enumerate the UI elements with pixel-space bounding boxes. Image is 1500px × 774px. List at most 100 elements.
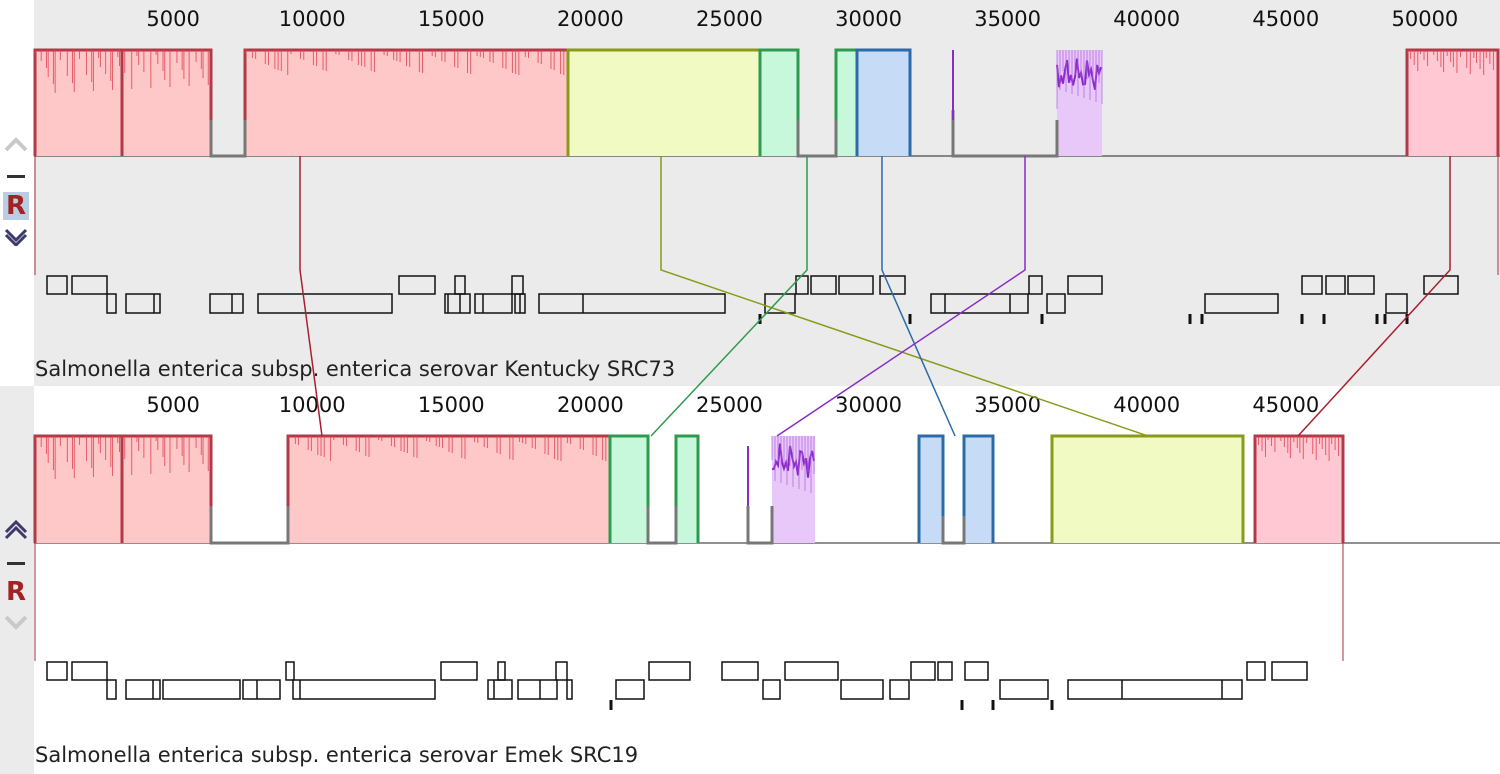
- gene-feature: [566, 679, 573, 700]
- axis-tick-label: 45000: [1252, 393, 1319, 417]
- gene-feature: [511, 275, 524, 295]
- lcb-similarity-profile: [855, 48, 912, 156]
- genome-panel-1: R 5000 10000 15000 20000 25000 30000 35000 4000…: [0, 0, 1500, 386]
- axis-tick-label: 35000: [974, 7, 1041, 31]
- gene-feature: [162, 679, 241, 700]
- gene-feature: [106, 679, 117, 700]
- gene-feature: [721, 661, 759, 681]
- genome-1-controls: R: [0, 0, 34, 386]
- gene-feature: [497, 661, 506, 681]
- gene-feature: [879, 275, 906, 295]
- gene-feature: [1271, 661, 1308, 681]
- gene-feature: [125, 679, 161, 700]
- gene-feature: [840, 679, 884, 700]
- lcb-similarity-profile: [1056, 58, 1102, 90]
- gene-feature: [1423, 275, 1459, 295]
- gene-feature: [1046, 293, 1066, 314]
- gene-feature: [838, 275, 874, 295]
- gene-feature: [1204, 293, 1279, 314]
- axis-tick-label: 20000: [557, 7, 624, 31]
- axis-tick-label: 30000: [835, 393, 902, 417]
- gene-feature: [1028, 275, 1043, 295]
- lcb-block: [568, 50, 760, 156]
- lcb-similarity-profile: [758, 48, 800, 156]
- gene-feature: [784, 661, 839, 681]
- gene-feature: [762, 679, 781, 700]
- unaligned-gap: [951, 110, 1059, 158]
- axis-tick-label: 40000: [1113, 393, 1180, 417]
- lcb-block: [919, 436, 943, 543]
- gene-feature: [937, 661, 953, 681]
- lcb-block: [676, 436, 698, 543]
- genome-panel-2: R 5000 10000 15000 20000 25000 30000 35000 4000…: [0, 386, 1500, 774]
- gene-feature: [285, 661, 295, 681]
- axis-tick-label: 25000: [696, 7, 763, 31]
- axis-tick-label: 10000: [279, 393, 346, 417]
- lcb-block: [857, 50, 910, 156]
- lcb-similarity-profile: [608, 434, 650, 543]
- lcb-block: [1057, 50, 1102, 156]
- gene-feature: [125, 293, 161, 314]
- unaligned-gap: [941, 516, 966, 545]
- gene-feature: [889, 679, 910, 700]
- gene-feature: [999, 679, 1049, 700]
- lcb-similarity-profile: [1405, 48, 1500, 156]
- axis-tick-label: 10000: [279, 7, 346, 31]
- gene-feature: [538, 293, 726, 314]
- gene-feature: [209, 293, 244, 314]
- gene-feature: [71, 661, 108, 681]
- gene-feature: [257, 293, 393, 314]
- gene-feature: [444, 293, 471, 314]
- axis-tick-label: 5000: [146, 7, 199, 31]
- gene-feature: [1301, 275, 1323, 295]
- unaligned-gap: [796, 120, 838, 158]
- gene-feature: [46, 275, 68, 295]
- gene-feature: [795, 275, 809, 295]
- reference-genome-button[interactable]: R: [3, 192, 29, 220]
- axis-tick-label: 15000: [418, 7, 485, 31]
- gene-feature: [1325, 275, 1346, 295]
- gene-feature: [242, 679, 281, 700]
- unaligned-gap: [646, 506, 678, 545]
- gene-feature: [106, 293, 117, 314]
- gene-feature: [487, 679, 513, 700]
- gene-feature: [615, 679, 645, 700]
- gene-feature: [1385, 293, 1408, 314]
- genome-2-track[interactable]: 5000 10000 15000 20000 25000 30000 35000 40000 4…: [0, 386, 1500, 774]
- gene-feature: [810, 275, 837, 295]
- hide-genome-minus-icon[interactable]: [7, 175, 25, 178]
- axis-tick-label: 20000: [557, 393, 624, 417]
- genome-2-name: Salmonella enterica subsp. enterica sero…: [35, 743, 639, 767]
- gene-feature: [764, 293, 796, 314]
- axis-tick-label: 15000: [418, 393, 485, 417]
- gene-feature: [71, 275, 108, 295]
- axis-tick-label: 40000: [1113, 7, 1180, 31]
- gene-feature: [555, 661, 568, 681]
- genome-2-controls: R: [0, 386, 34, 774]
- genome-1-name: Salmonella enterica subsp. enterica sero…: [35, 357, 676, 381]
- reference-genome-button[interactable]: R: [5, 577, 27, 607]
- gene-feature: [1067, 679, 1243, 700]
- gene-feature: [46, 661, 68, 681]
- gene-feature: [474, 293, 513, 314]
- gene-feature: [1246, 661, 1266, 681]
- lcb-block: [1407, 50, 1498, 156]
- gene-feature: [398, 275, 436, 295]
- lcb-block: [964, 436, 993, 543]
- lcb-block: [610, 436, 648, 543]
- lcb-block: [1052, 436, 1243, 543]
- lcb-block: [245, 50, 568, 156]
- genome-1-track[interactable]: 5000 10000 15000 20000 25000 30000 35000 40000 4…: [0, 0, 1500, 386]
- axis-tick-label: 35000: [974, 393, 1041, 417]
- lcb-block: [760, 50, 798, 156]
- gene-feature: [910, 661, 936, 681]
- gene-feature: [440, 661, 478, 681]
- lcb-block: [1255, 436, 1343, 543]
- axis-tick-label: 50000: [1391, 7, 1458, 31]
- hide-genome-minus-icon[interactable]: [7, 562, 25, 565]
- gene-feature: [517, 679, 558, 700]
- unaligned-gap: [209, 120, 247, 158]
- unaligned-gap: [746, 506, 774, 545]
- axis-tick-label: 30000: [835, 7, 902, 31]
- axis-tick-label: 25000: [696, 393, 763, 417]
